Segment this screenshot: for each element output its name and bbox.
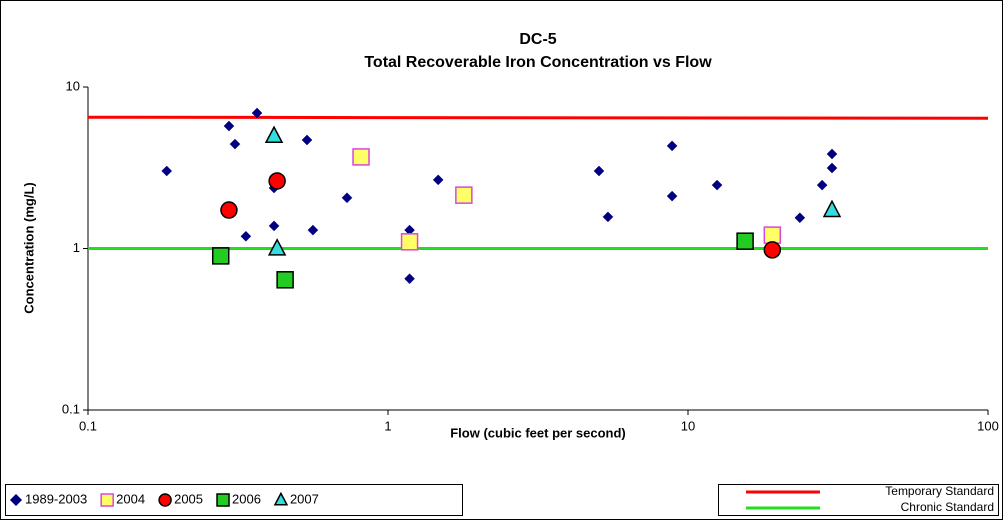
point [816,179,828,191]
legend-label: 2005 [174,491,203,506]
point [404,273,415,285]
point [666,140,678,152]
legend-marker [100,493,114,507]
legend-label: 1989-2003 [25,491,87,506]
point [267,238,287,256]
point [276,271,294,289]
point [763,241,782,259]
point [455,186,473,204]
y-tick-label: 10 [66,78,80,93]
x-tick-label: 10 [681,418,695,433]
point [264,125,284,144]
point [268,220,280,232]
y-tick-label: 0.1 [62,401,80,416]
legend-marker [9,493,23,507]
point [341,192,353,204]
y-tick-label: 1 [73,240,80,255]
point [352,148,370,166]
point [220,201,238,219]
point [794,212,806,224]
point [161,165,173,177]
point [301,134,313,146]
point [240,230,252,242]
legend-marker [158,493,172,507]
point [223,120,235,132]
point [711,179,723,191]
legend-label: 2007 [290,491,319,506]
legend-label: Temporary Standard [885,484,994,498]
y-axis-label: Concentration (mg/L) [21,182,36,313]
point [666,190,678,202]
standard-line [87,115,989,120]
legend-label: 2006 [232,491,261,506]
legend-marker [216,493,230,507]
x-axis-label: Flow (cubic feet per second) [450,425,626,440]
point [602,211,614,223]
legend-box [5,484,463,516]
point [307,224,319,236]
x-tick-label: 0.1 [79,418,97,433]
point [268,172,286,190]
point [826,162,838,174]
point [229,138,241,150]
point [826,148,838,160]
point [432,174,444,186]
chart-subtitle: Total Recoverable Iron Concentration vs … [364,54,712,71]
legend-label: Chronic Standard [901,500,994,514]
point [251,107,263,119]
point [211,247,230,265]
x-tick-label: 100 [977,418,999,433]
point [593,165,605,177]
legend-label: 2004 [116,491,145,506]
point [822,199,842,218]
legend-box [718,484,999,516]
legend-marker [273,491,289,506]
x-tick-label: 1 [384,418,391,433]
chart-title: DC-5 [519,31,556,48]
point [736,232,754,250]
point [400,233,419,251]
point [763,226,782,244]
